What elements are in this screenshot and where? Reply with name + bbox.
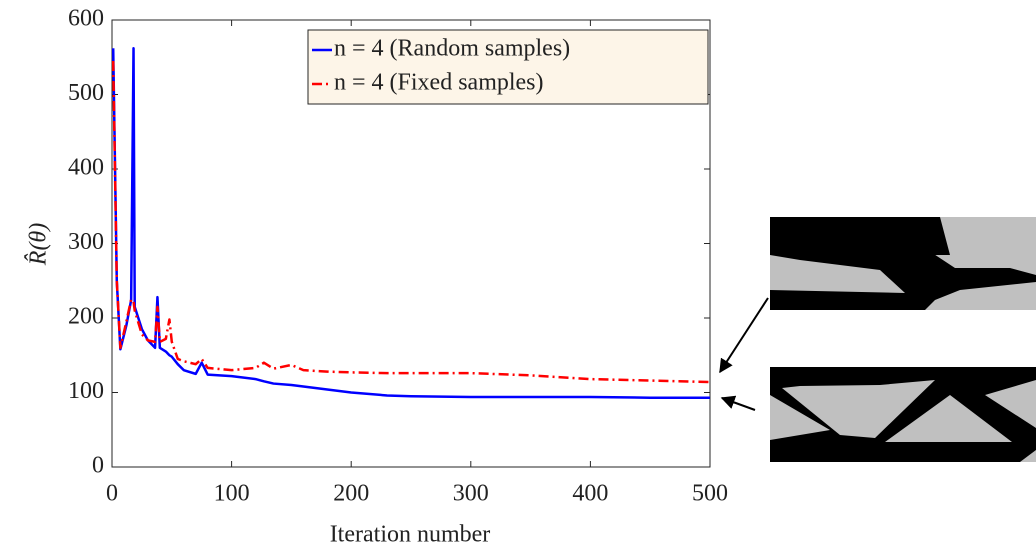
arrow [720,395,756,411]
legend: n = 4 (Random samples) n = 4 (Fixed sampl… [307,29,709,105]
y-tick-label: 600 [68,6,104,32]
x-tick-label: 500 [692,481,728,507]
x-tick-label: 0 [106,481,118,507]
y-tick-label: 400 [68,155,104,181]
y-tick-label: 100 [68,378,104,404]
inset-top [770,217,1036,310]
y-axis-label: R̂(θ) [25,223,52,266]
y-tick-label: 0 [92,453,104,479]
legend-label: n = 4 (Fixed samples) [334,70,544,96]
series-line [111,60,711,384]
x-tick-label: 300 [453,481,489,507]
arrow [719,297,769,374]
x-axis-label: Iteration number [330,522,491,548]
legend-label: n = 4 (Random samples) [334,36,570,62]
y-tick-label: 500 [68,80,104,106]
x-tick-label: 400 [572,481,608,507]
x-tick-label: 100 [214,481,250,507]
legend-box [307,29,709,105]
y-tick-label: 300 [68,229,104,255]
y-tick-label: 200 [68,304,104,330]
series-line [111,47,710,399]
x-tick-label: 200 [333,481,369,507]
inset-bottom [770,367,1036,462]
